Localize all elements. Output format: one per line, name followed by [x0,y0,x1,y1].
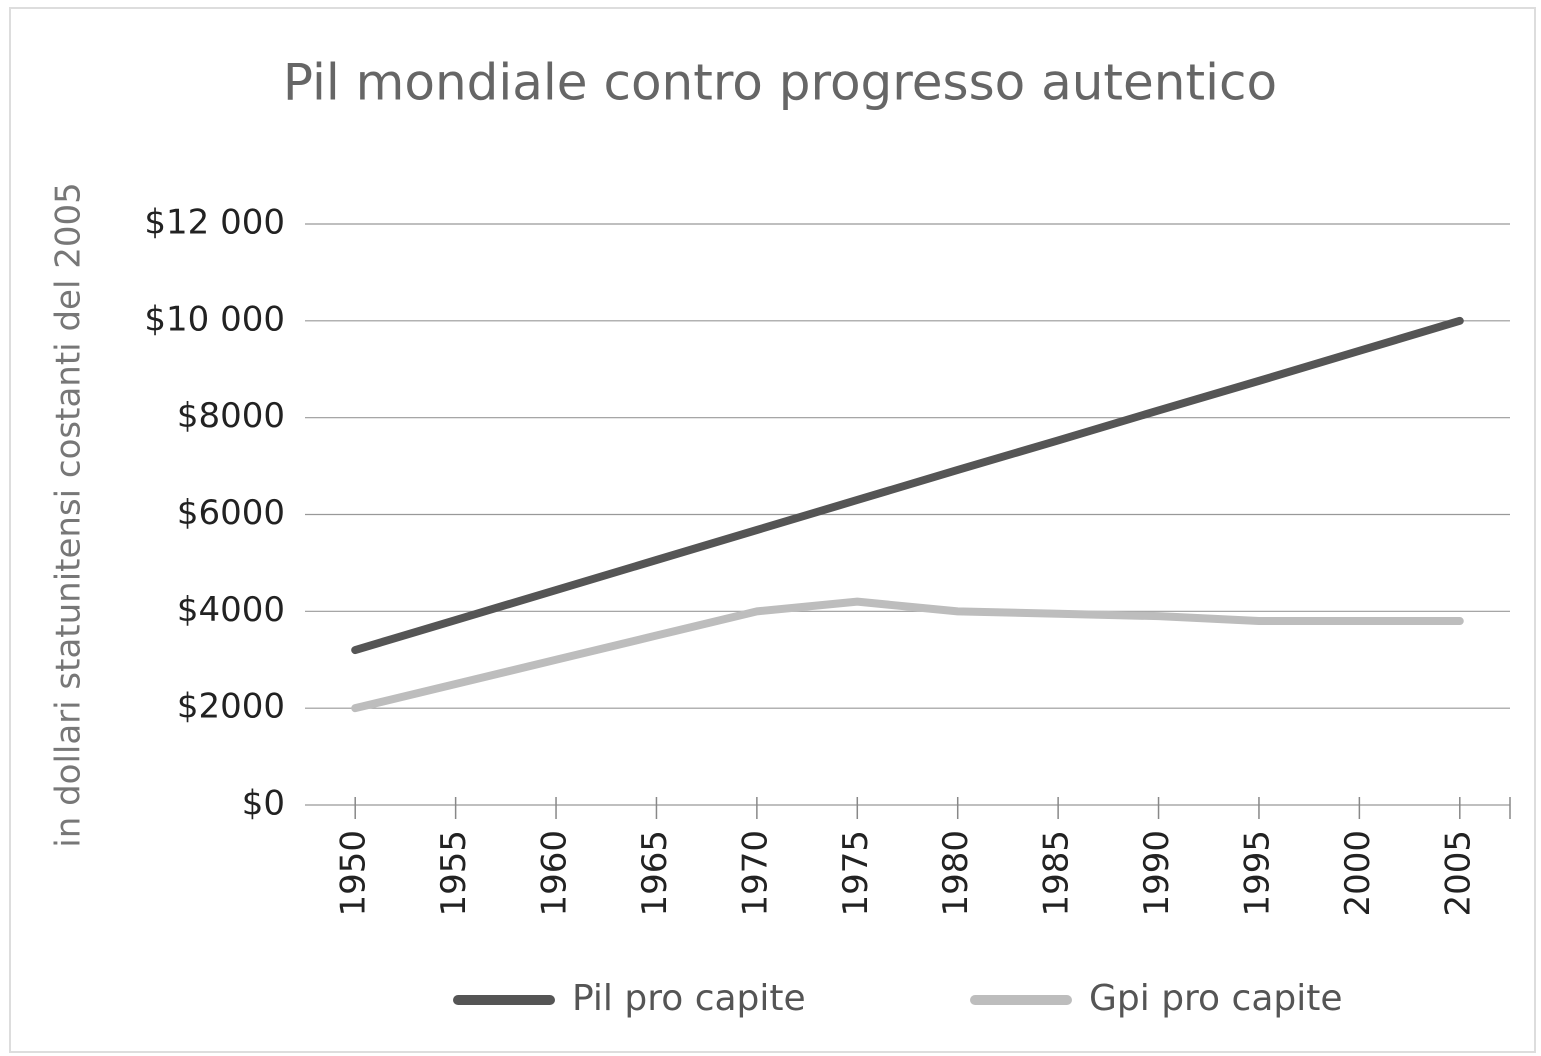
frame [9,7,1536,1053]
y-tick-label: $12 000 [144,203,285,243]
x-tick-label: 1970 [735,830,775,917]
x-tick-label: 1975 [836,830,876,917]
y-axis-label: in dollari statunitensi costanti del 200… [49,182,89,847]
x-tick-label: 1990 [1137,830,1177,917]
y-tick-label: $4000 [177,590,285,630]
legend-label: Pil pro capite [572,978,806,1019]
y-tick-label: $10 000 [144,299,285,339]
x-tick-label: 1965 [635,830,675,917]
x-tick-label: 2005 [1438,830,1478,917]
series-line [351,597,1464,713]
x-tick-label: 2000 [1338,830,1378,917]
x-tick-label: 1985 [1037,830,1077,917]
y-tick-label: $6000 [177,493,285,533]
legend-label: Gpi pro capite [1089,978,1343,1019]
y-tick-label: $0 [242,784,285,824]
y-tick-label: $2000 [177,687,285,727]
y-tick-label: $8000 [177,396,285,436]
x-tick-label: 1950 [334,830,374,917]
x-tick-label: 1955 [434,830,474,917]
series-line [351,316,1464,655]
x-tick-label: 1995 [1237,830,1277,917]
chart-title: Pil mondiale contro progresso autentico [283,54,1277,112]
x-tick-label: 1980 [936,830,976,917]
x-tick-label: 1960 [535,830,575,917]
